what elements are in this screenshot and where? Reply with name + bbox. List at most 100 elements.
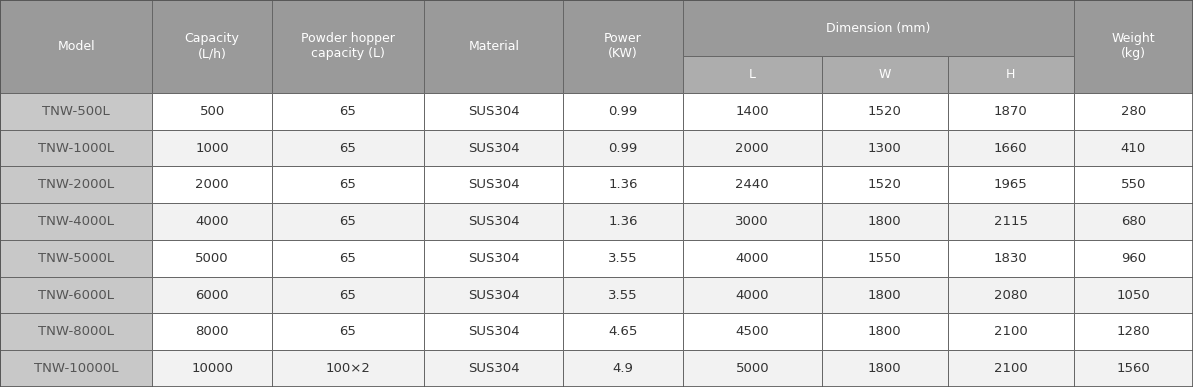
Bar [0,277,153,313]
Text: 1870: 1870 [994,105,1027,118]
Bar [563,166,682,203]
Bar [947,240,1074,277]
Bar [0,93,153,130]
Bar [272,0,425,93]
Text: TNW-500L: TNW-500L [42,105,110,118]
Bar [153,313,272,350]
Bar [272,350,425,387]
Bar [425,350,563,387]
Text: 1560: 1560 [1117,362,1150,375]
Bar [682,130,822,166]
Bar [272,313,425,350]
Text: 3000: 3000 [735,215,769,228]
Bar [0,240,153,277]
Bar [425,203,563,240]
Bar [563,350,682,387]
Text: 960: 960 [1120,252,1146,265]
Text: SUS304: SUS304 [468,325,520,338]
Text: 0.99: 0.99 [608,105,637,118]
Text: 0.99: 0.99 [608,142,637,154]
Bar [0,166,153,203]
Text: 4000: 4000 [736,289,769,301]
Text: 65: 65 [340,289,357,301]
Text: Power
(KW): Power (KW) [604,33,642,60]
Text: Material: Material [469,40,519,53]
Text: 1830: 1830 [994,252,1027,265]
Text: TNW-2000L: TNW-2000L [38,178,115,191]
Text: L: L [749,68,755,81]
Bar [563,277,682,313]
Text: 1.36: 1.36 [608,215,638,228]
Bar [563,240,682,277]
Text: H: H [1006,68,1015,81]
Text: SUS304: SUS304 [468,289,520,301]
Bar [425,93,563,130]
Text: 1050: 1050 [1117,289,1150,301]
Text: 1300: 1300 [869,142,902,154]
Bar [682,240,822,277]
Text: SUS304: SUS304 [468,252,520,265]
Text: 2100: 2100 [994,362,1027,375]
Bar [272,93,425,130]
Text: W: W [878,68,891,81]
Bar [0,0,153,93]
Text: 1660: 1660 [994,142,1027,154]
Text: 4000: 4000 [736,252,769,265]
Text: 280: 280 [1120,105,1146,118]
Text: Dimension (mm): Dimension (mm) [826,22,931,34]
Text: 1520: 1520 [867,105,902,118]
Text: TNW-5000L: TNW-5000L [38,252,115,265]
Text: TNW-6000L: TNW-6000L [38,289,115,301]
Text: 2440: 2440 [735,178,769,191]
Bar [822,130,947,166]
Text: SUS304: SUS304 [468,142,520,154]
Bar [682,166,822,203]
Text: 1800: 1800 [869,362,902,375]
Bar [947,130,1074,166]
Text: 1400: 1400 [735,105,769,118]
Bar [822,93,947,130]
Bar [947,166,1074,203]
Bar [682,350,822,387]
Text: TNW-8000L: TNW-8000L [38,325,115,338]
Text: SUS304: SUS304 [468,215,520,228]
Text: 4.65: 4.65 [608,325,638,338]
Text: 4000: 4000 [196,215,229,228]
Bar [153,277,272,313]
Text: TNW-10000L: TNW-10000L [33,362,118,375]
Text: Weight
(kg): Weight (kg) [1112,33,1155,60]
Bar [0,313,153,350]
Text: 5000: 5000 [196,252,229,265]
Text: Powder hopper
capacity (L): Powder hopper capacity (L) [301,33,395,60]
Text: 4500: 4500 [735,325,769,338]
Bar [822,277,947,313]
Bar [1074,240,1193,277]
Text: 1800: 1800 [869,325,902,338]
Text: SUS304: SUS304 [468,362,520,375]
Text: Model: Model [57,40,95,53]
Bar [822,240,947,277]
Bar [682,93,822,130]
Text: 100×2: 100×2 [326,362,370,375]
Bar [425,277,563,313]
Text: 10000: 10000 [191,362,233,375]
Bar [272,130,425,166]
Bar [1074,130,1193,166]
Text: 1800: 1800 [869,215,902,228]
Text: 2080: 2080 [994,289,1027,301]
Text: 65: 65 [340,105,357,118]
Text: 410: 410 [1120,142,1146,154]
Bar [425,130,563,166]
Bar [272,203,425,240]
Bar [272,277,425,313]
Text: 65: 65 [340,178,357,191]
Text: 1520: 1520 [867,178,902,191]
Text: TNW-1000L: TNW-1000L [38,142,115,154]
Bar [153,203,272,240]
Bar [682,56,822,93]
Text: SUS304: SUS304 [468,178,520,191]
Bar [1074,277,1193,313]
Bar [1074,350,1193,387]
Bar [682,277,822,313]
Bar [153,0,272,93]
